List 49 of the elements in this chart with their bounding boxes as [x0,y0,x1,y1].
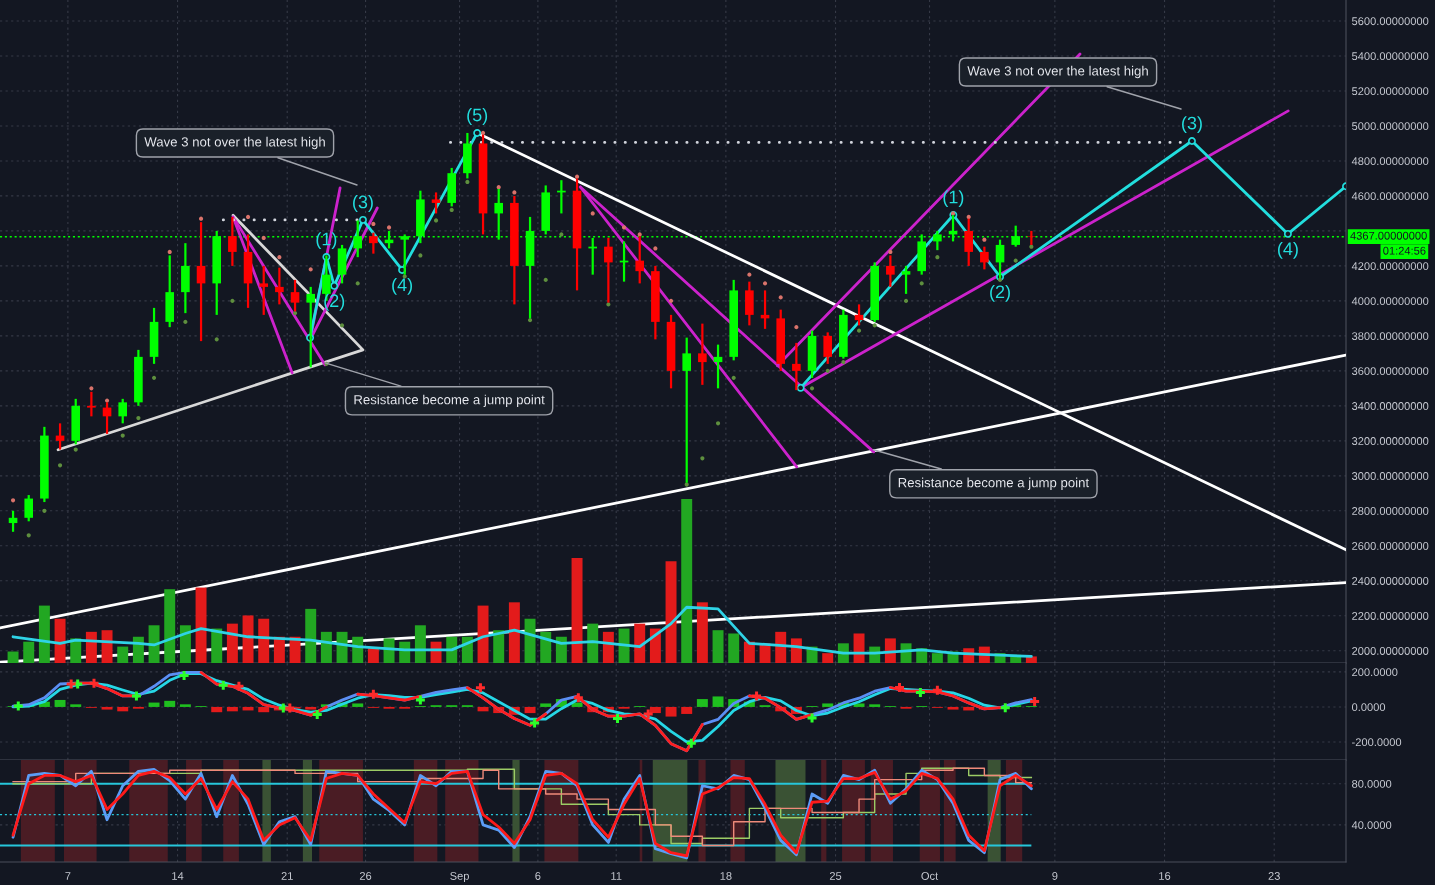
annotation: (3) [353,195,373,212]
annotation: (1) [943,190,964,207]
x-tick-label: 21 [281,872,293,880]
y-tick-label: -200.0000 [1352,738,1402,747]
y-tick-label: 2400.00000000 [1352,577,1429,585]
x-tick-label: 26 [359,872,372,880]
x-tick-label: 16 [1159,872,1171,880]
x-tick-label: 25 [829,872,842,880]
y-tick-label: 5400.00000000 [1352,52,1429,61]
x-tick-label: 23 [1268,872,1280,880]
y-tick-label: 80.0000 [1352,779,1392,788]
y-tick-label: 5200.00000000 [1352,87,1429,96]
y-tick-label: 5000.00000000 [1352,122,1429,131]
y-tick-label: 3000.00000000 [1351,472,1429,480]
x-tick-label: 14 [172,872,184,880]
y-tick-label: 0.0000 [1351,703,1386,712]
y-tick-label: 2000.00000000 [1352,647,1429,655]
annotation: (4) [392,277,413,295]
x-tick-label: 6 [535,872,541,880]
annotation: Wave 3 not over the latest high [144,136,325,150]
annotation: (2) [990,284,1010,302]
y-tick-label: 3600.00000000 [1351,367,1429,375]
y-tick-label: 2200.00000000 [1352,612,1429,620]
x-tick-label: Sep [450,872,469,883]
x-tick-label: Oct [921,872,939,880]
y-tick-label: 4000.00000000 [1351,297,1429,306]
y-tick-label: 2600.00000000 [1352,542,1429,550]
y-tick-label: 4200.00000000 [1351,262,1429,271]
annotation: Resistance become a jump point [354,394,545,407]
x-tick-label: 18 [720,872,732,880]
annotation: (3) [1182,116,1202,133]
y-tick-label: 3800.00000000 [1351,332,1429,341]
y-tick-label: 3400.00000000 [1351,402,1429,410]
y-tick-label: 3200.00000000 [1351,437,1429,445]
annotation: Resistance become a jump point [898,477,1090,490]
text: 01:24:56 [1383,246,1426,255]
x-tick-label: 11 [611,872,622,880]
y-tick-label: 4600.00000000 [1351,192,1429,201]
x-tick-label: 9 [1052,872,1058,880]
y-tick-label: 200.0000 [1352,668,1398,677]
y-tick-label: 4800.00000000 [1351,157,1429,166]
y-tick-label: 2800.00000000 [1352,507,1429,515]
x-tick-label: 7 [65,872,71,880]
ref-line-label: 4367.00000000 [1350,231,1427,240]
y-tick-label: 5600.00000000 [1352,17,1429,26]
annotation: (5) [467,108,488,125]
annotation: (4) [1277,241,1298,259]
annotation: Wave 3 not over the latest high [967,65,1148,79]
y-tick-label: 40.0000 [1351,821,1392,830]
